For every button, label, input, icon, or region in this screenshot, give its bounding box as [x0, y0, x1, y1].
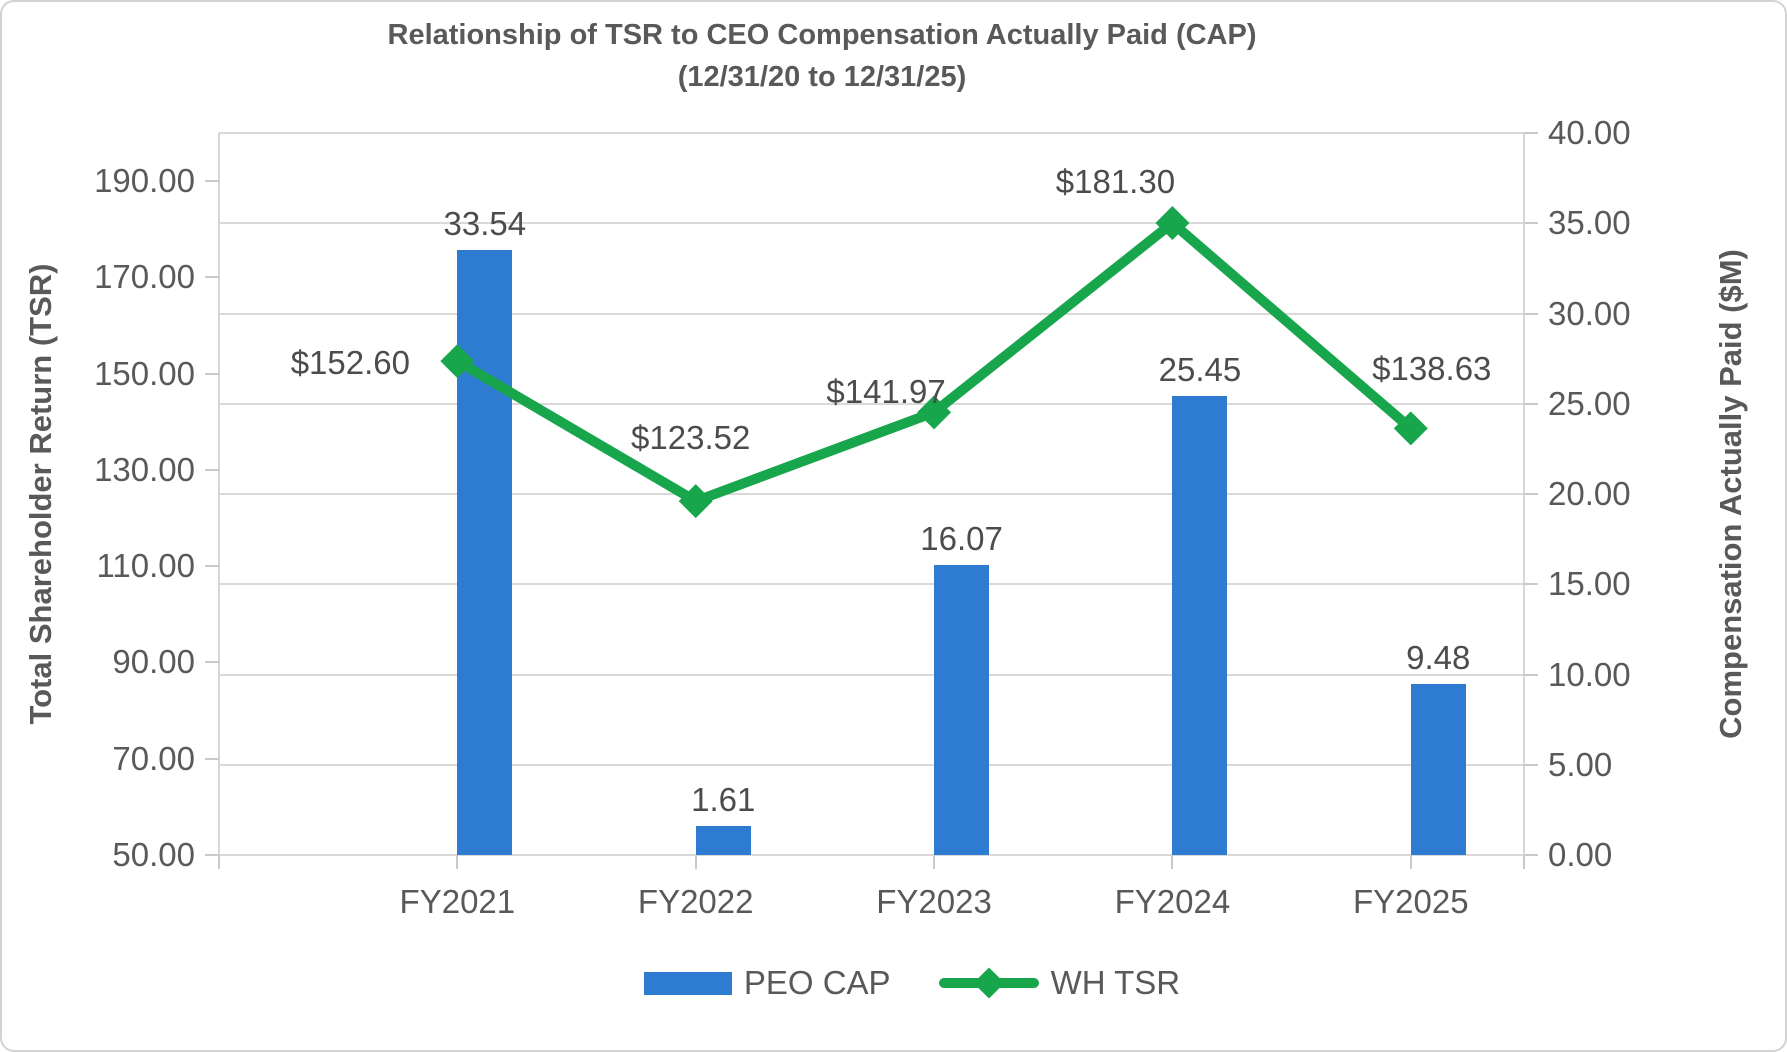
gridline: [219, 493, 1524, 495]
right-axis-tick-label: 25.00: [1548, 384, 1631, 422]
chart-title: Relationship of TSR to CEO Compensation …: [387, 19, 1257, 51]
left-axis-tick-label: 130.00: [94, 450, 195, 488]
legend-label-wh-tsr: WH TSR: [1050, 964, 1181, 1001]
legend: PEO CAP WH TSR: [2, 964, 1785, 1002]
gridline: [219, 132, 1524, 134]
left-axis-tick: [205, 757, 219, 760]
right-axis-tick-label: 0.00: [1548, 836, 1613, 873]
chart-subtitle: (12/31/20 to 12/31/25): [677, 61, 967, 93]
right-axis-tick: [1524, 222, 1538, 225]
right-axis-title: Compensation Actually Paid ($M): [1713, 249, 1748, 739]
left-axis-line: [218, 133, 220, 855]
legend-label-peo-cap: PEO CAP: [743, 964, 891, 1001]
right-axis-tick: [1524, 312, 1538, 315]
legend-diamond-marker-icon: [973, 967, 1005, 999]
x-axis-line: [219, 854, 1524, 856]
bar-data-label: 1.61: [691, 780, 756, 818]
left-axis-tick: [205, 276, 219, 279]
gridline: [219, 763, 1524, 766]
right-axis-tick: [1524, 132, 1538, 134]
left-axis-tick: [205, 661, 219, 664]
right-axis-tick: [1524, 854, 1538, 856]
x-axis-tick: [1409, 855, 1412, 869]
left-axis-tick-label: 90.00: [112, 643, 195, 681]
line-data-label: $123.52: [631, 419, 751, 457]
right-axis-tick: [1524, 673, 1538, 676]
bar-data-label: 16.07: [920, 519, 1003, 557]
right-axis-tick-label: 20.00: [1548, 475, 1631, 512]
x-axis-category-label: FY2024: [1114, 883, 1231, 920]
gridline: [219, 673, 1524, 676]
x-axis-tick: [933, 855, 936, 869]
right-axis-tick-label: 35.00: [1548, 204, 1631, 242]
bar-data-label: 25.45: [1158, 350, 1242, 388]
right-axis-tick-label: 15.00: [1548, 565, 1631, 603]
x-axis-category-label: FY2025: [1352, 883, 1469, 920]
chart-title-block: Relationship of TSR to CEO Compensation …: [222, 14, 1422, 98]
left-axis-tick-label: 50.00: [112, 836, 195, 873]
legend-line-swatch: [938, 966, 1039, 1000]
right-axis-tick-label: 5.00: [1548, 745, 1613, 783]
gridline: [219, 312, 1524, 315]
x-axis-tick: [1171, 855, 1174, 869]
line-data-label: $152.60: [290, 344, 410, 382]
left-axis-tick: [205, 372, 219, 375]
right-axis-tick-label: 10.00: [1548, 655, 1631, 693]
left-axis-tick-label: 70.00: [112, 739, 195, 777]
line-data-label: $138.63: [1372, 350, 1492, 388]
right-axis-tick: [1524, 583, 1538, 586]
right-axis-tick-label: 30.00: [1548, 294, 1631, 332]
diamond-marker-FY2025: [1393, 411, 1428, 446]
x-axis-category-label: FY2022: [637, 883, 754, 920]
left-axis-tick: [205, 180, 219, 183]
legend-bar-swatch: [643, 971, 732, 995]
left-axis-tick-label: 110.00: [96, 547, 195, 585]
x-axis-category-label: FY2021: [399, 883, 516, 920]
left-axis-tick-label: 190.00: [94, 162, 195, 200]
x-axis-category-label: FY2023: [876, 883, 992, 920]
right-axis-tick: [1524, 402, 1538, 405]
gridline: [219, 222, 1524, 225]
gridline: [219, 583, 1524, 586]
diamond-marker-FY2022: [678, 484, 713, 519]
right-axis-tick: [1524, 493, 1538, 495]
x-axis-tick: [218, 855, 220, 869]
bar-FY2023: [934, 564, 990, 855]
x-axis-tick: [694, 855, 697, 869]
bar-FY2021: [457, 249, 513, 855]
bar-data-label: 33.54: [443, 204, 527, 242]
wh-tsr-line: [454, 216, 1415, 507]
left-axis-tick: [205, 565, 219, 568]
left-axis-tick-label: 170.00: [94, 258, 195, 296]
right-axis-tick: [1524, 763, 1538, 766]
line-data-label: $141.97: [826, 373, 946, 411]
x-axis-tick: [1523, 855, 1525, 869]
bar-data-label: 9.48: [1406, 638, 1471, 676]
line-data-label: $181.30: [1055, 163, 1176, 200]
bar-FY2022: [695, 825, 751, 855]
x-axis-tick: [456, 855, 459, 869]
left-axis-tick-label: 150.00: [94, 354, 195, 392]
bar-FY2025: [1410, 683, 1466, 855]
left-axis-tick: [205, 854, 219, 856]
left-axis-tick: [205, 468, 219, 471]
right-axis-tick-label: 40.00: [1548, 114, 1631, 151]
bar-FY2024: [1172, 395, 1228, 855]
